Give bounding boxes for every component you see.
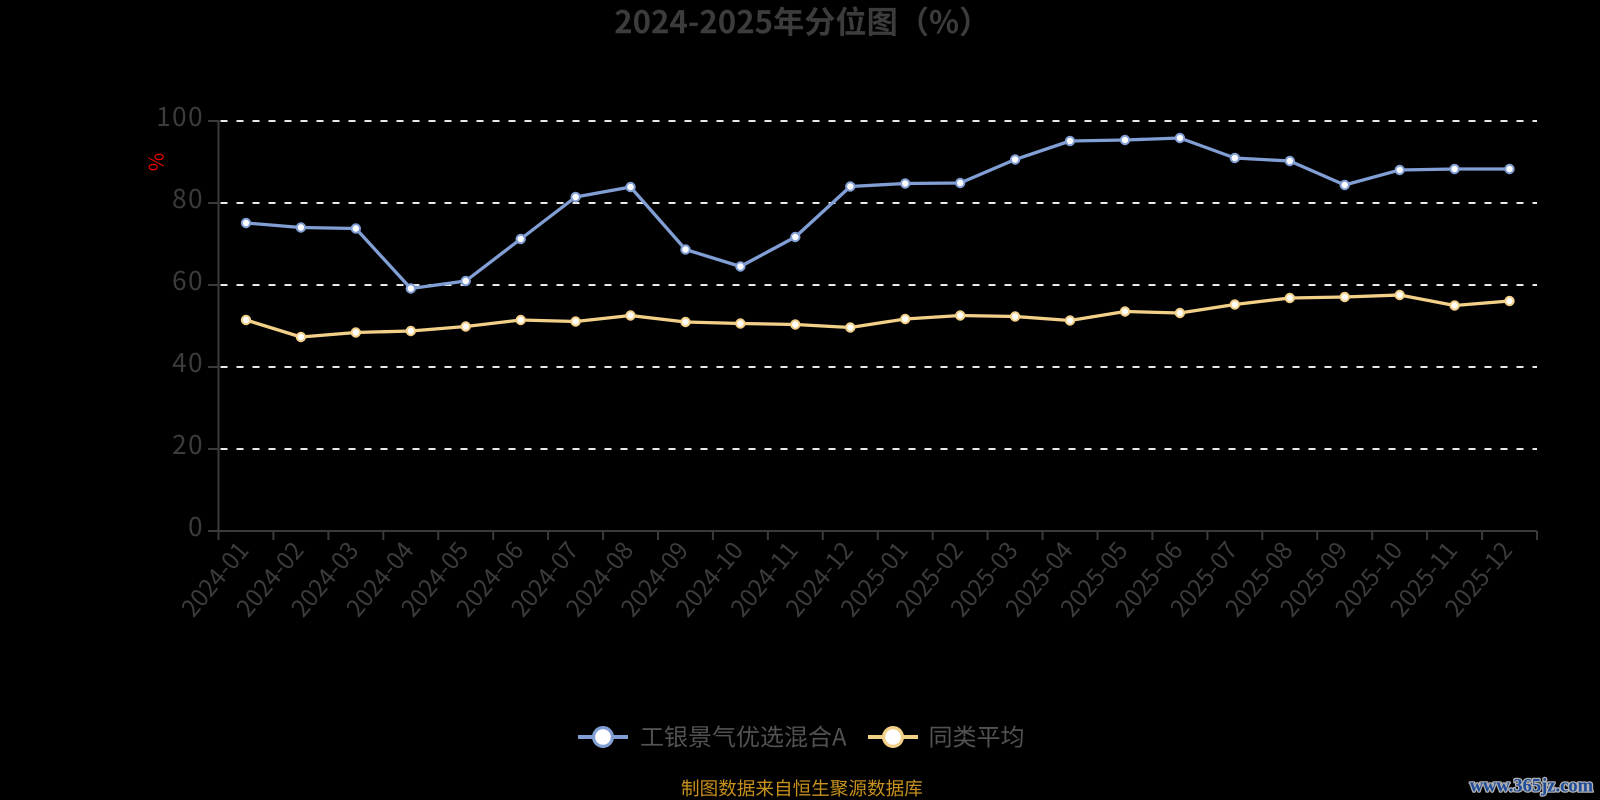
svg-text:www.365jz.com: www.365jz.com	[1470, 777, 1594, 797]
